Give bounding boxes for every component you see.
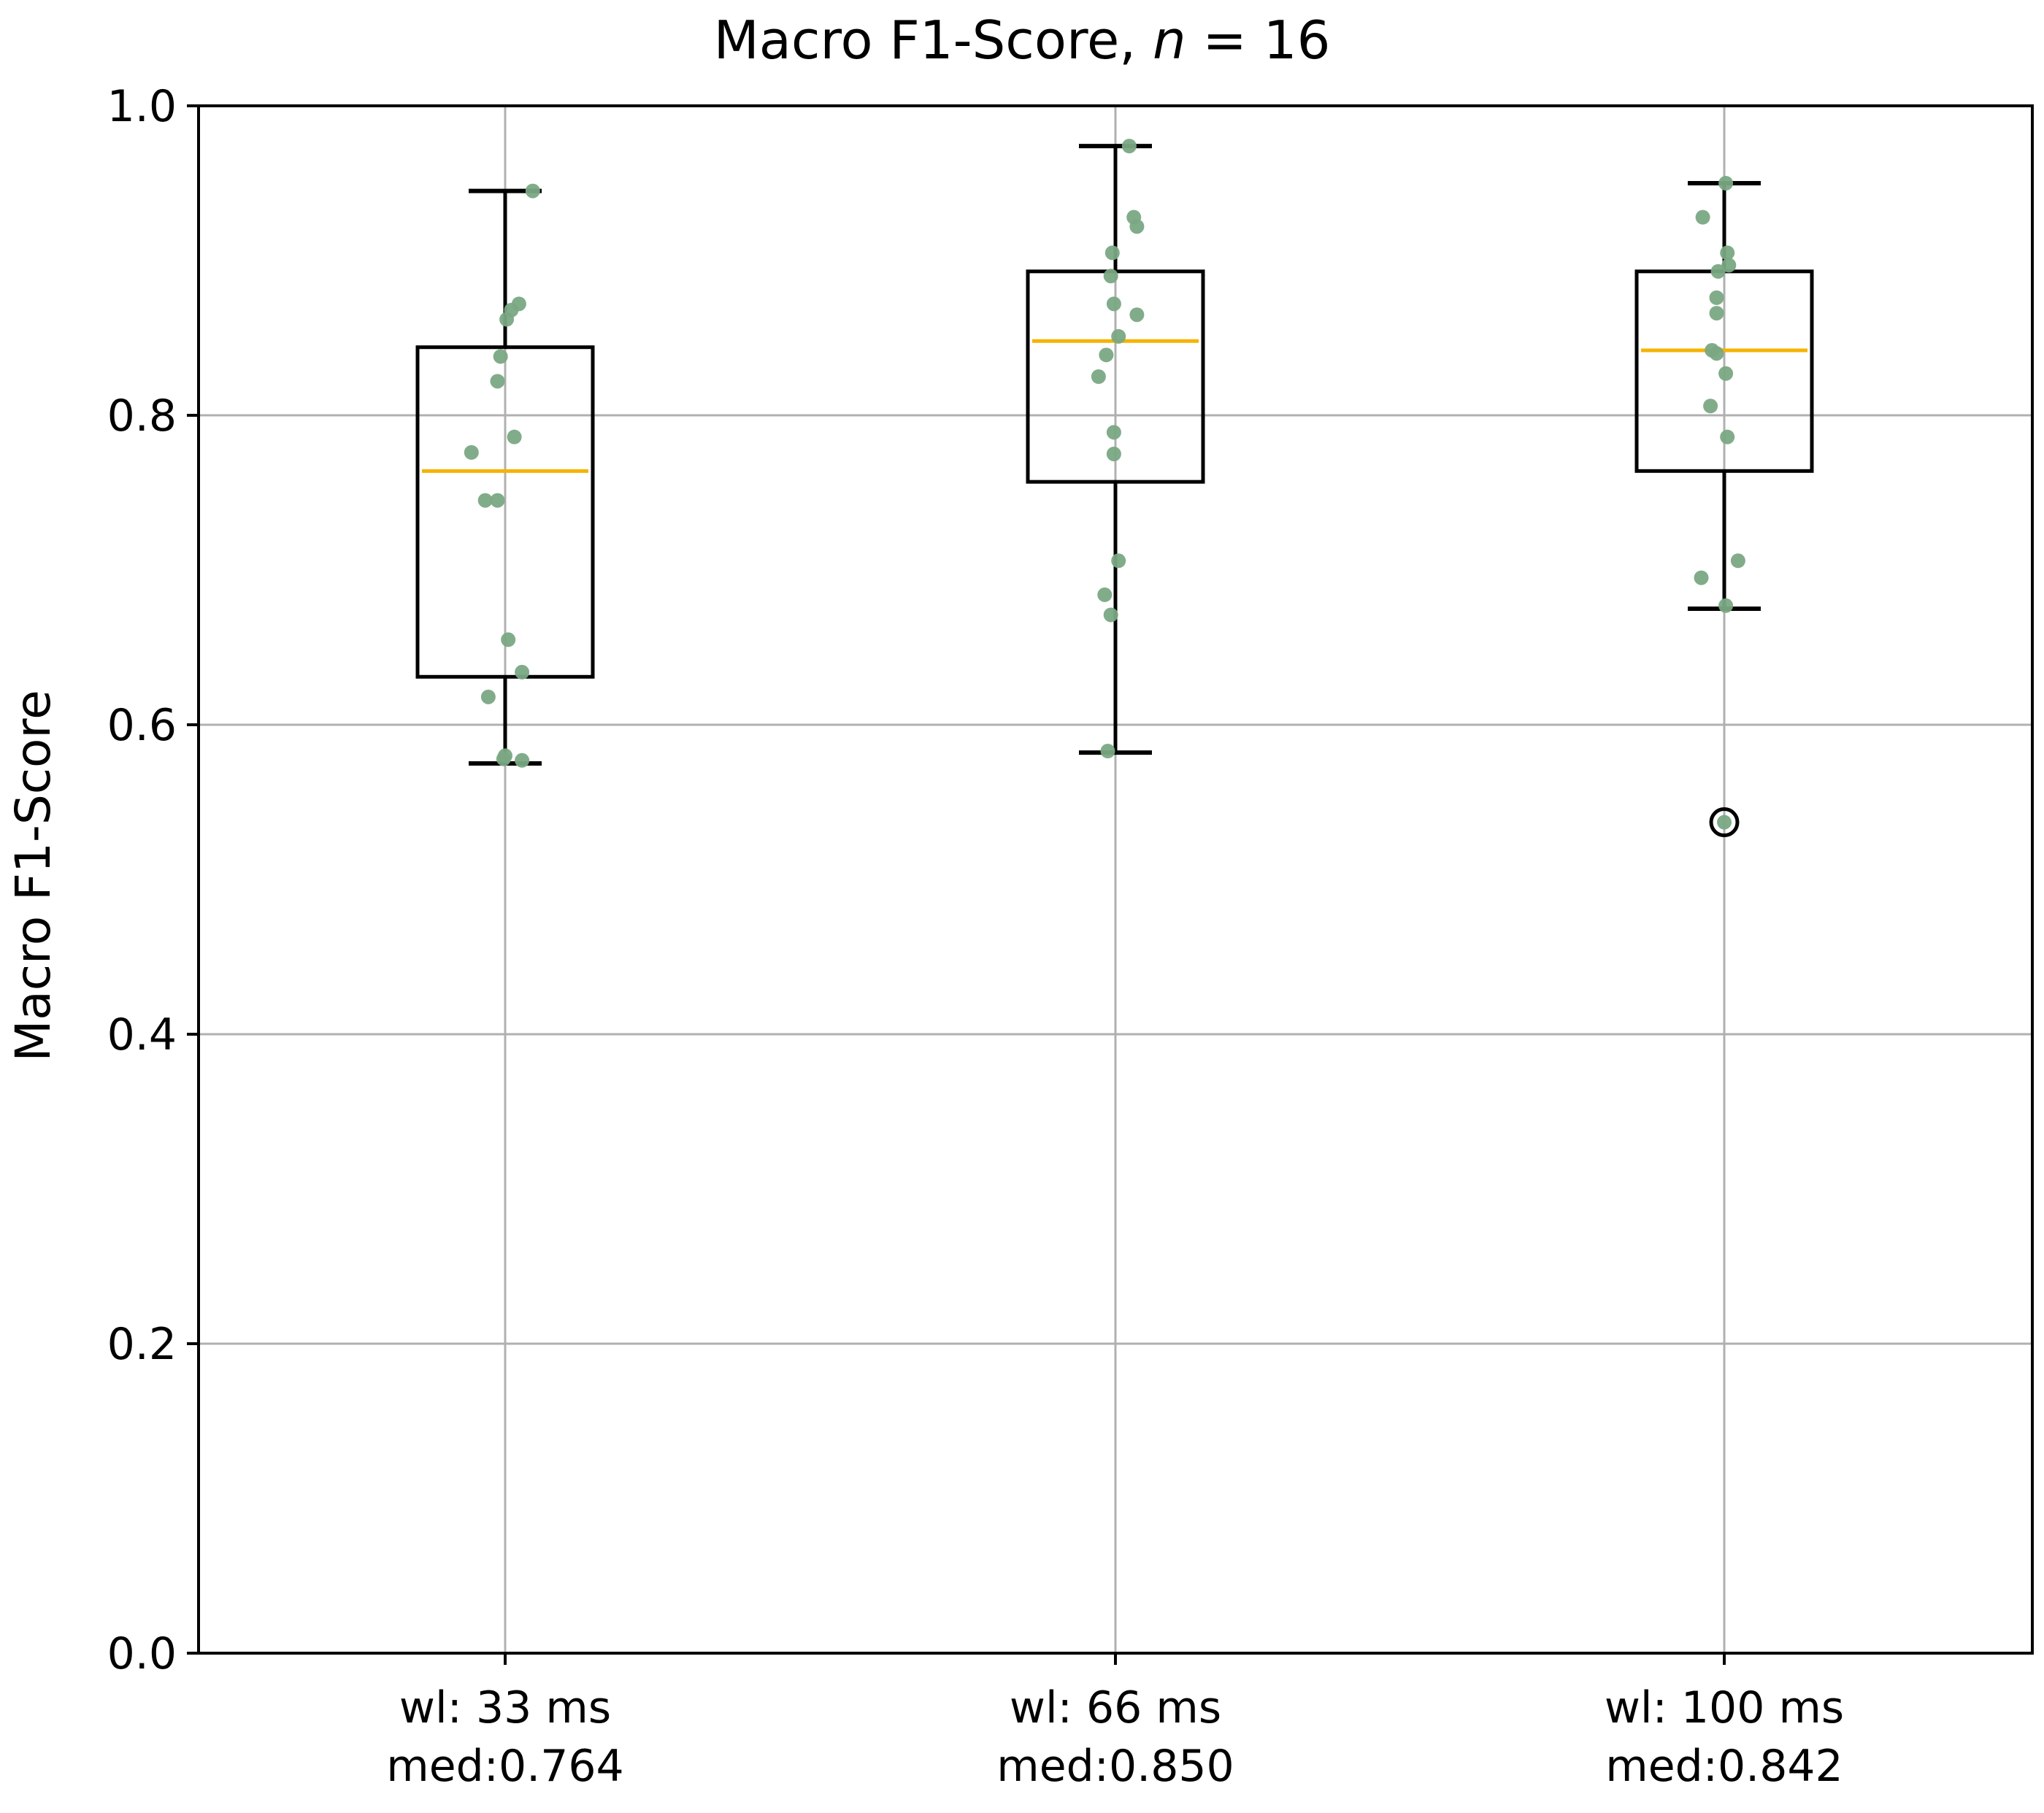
data-point-1-5: [1106, 296, 1121, 312]
data-point-1-7: [1111, 328, 1126, 344]
plot-frame: [197, 104, 2034, 1655]
data-point-1-11: [1106, 447, 1121, 461]
y-tick-label-5: 1.0: [107, 81, 177, 132]
data-point-1-2: [1129, 219, 1145, 234]
data-point-0-10: [501, 632, 516, 647]
data-point-0-15: [515, 752, 530, 768]
data-point-2-4: [1710, 263, 1726, 279]
data-point-1-3: [1104, 245, 1120, 261]
box-0: [415, 345, 595, 679]
data-point-1-9: [1091, 369, 1106, 384]
data-point-1-15: [1100, 744, 1115, 759]
data-point-2-15: [1717, 815, 1732, 830]
chart-title-main: Macro F1-Score,: [714, 9, 1153, 71]
data-point-2-5: [1709, 290, 1724, 305]
data-point-0-8: [477, 493, 493, 508]
y-axis-label: Macro F1-Score: [5, 690, 61, 1061]
data-point-0-7: [464, 444, 479, 460]
x-category-label-1: wl: 66 ms: [1010, 1682, 1221, 1733]
data-point-1-10: [1106, 425, 1121, 440]
x-median-label-2: med:0.842: [1605, 1741, 1843, 1792]
x-category-label-2: wl: 100 ms: [1605, 1682, 1844, 1733]
data-point-2-13: [1694, 570, 1709, 585]
data-point-0-12: [480, 689, 496, 704]
data-point-1-8: [1099, 347, 1114, 363]
data-point-2-9: [1718, 366, 1734, 381]
data-point-2-14: [1718, 598, 1734, 613]
chart-title-var: n: [1153, 9, 1186, 71]
data-point-2-10: [1703, 399, 1718, 414]
data-point-1-12: [1111, 553, 1126, 569]
data-point-1-4: [1103, 269, 1118, 284]
x-median-label-1: med:0.850: [996, 1741, 1234, 1792]
data-point-1-14: [1103, 607, 1118, 623]
data-point-0-0: [525, 183, 540, 199]
y-tick-label-4: 0.8: [107, 390, 177, 442]
data-point-1-0: [1121, 139, 1137, 154]
x-category-label-0: wl: 33 ms: [399, 1682, 611, 1733]
y-tick-label-2: 0.4: [107, 1009, 177, 1061]
data-point-0-9: [490, 493, 505, 508]
data-point-0-14: [496, 751, 511, 766]
axis-layer: 0.0 0.2 0.4 0.6 0.8 1.0 wl: 33 ms med:0.764 wl: …: [107, 81, 2034, 1792]
x-median-label-0: med:0.764: [386, 1741, 623, 1792]
data-point-2-12: [1730, 553, 1745, 569]
data-point-2-8: [1709, 346, 1724, 361]
y-tick-label-0: 0.0: [107, 1628, 177, 1679]
data-point-2-2: [1720, 245, 1735, 261]
data-point-2-3: [1721, 258, 1737, 273]
data-point-0-5: [490, 374, 505, 389]
y-tick-label-3: 0.6: [107, 700, 177, 751]
data-point-1-13: [1097, 587, 1113, 602]
chart-title: Macro F1-Score, n = 16: [714, 9, 1331, 71]
data-point-0-4: [493, 349, 508, 364]
y-tick-label-1: 0.2: [107, 1319, 177, 1370]
data-point-2-6: [1709, 306, 1724, 321]
point-layer: [464, 139, 1745, 830]
data-point-2-11: [1720, 429, 1735, 444]
data-point-2-0: [1718, 176, 1734, 190]
data-point-0-6: [507, 429, 522, 444]
flier-2-0: [1709, 807, 1740, 838]
data-point-0-3: [499, 312, 515, 327]
data-point-0-11: [515, 664, 530, 680]
data-point-2-1: [1695, 209, 1710, 225]
chart-title-rest: = 16: [1186, 9, 1331, 71]
data-point-1-6: [1129, 307, 1145, 323]
